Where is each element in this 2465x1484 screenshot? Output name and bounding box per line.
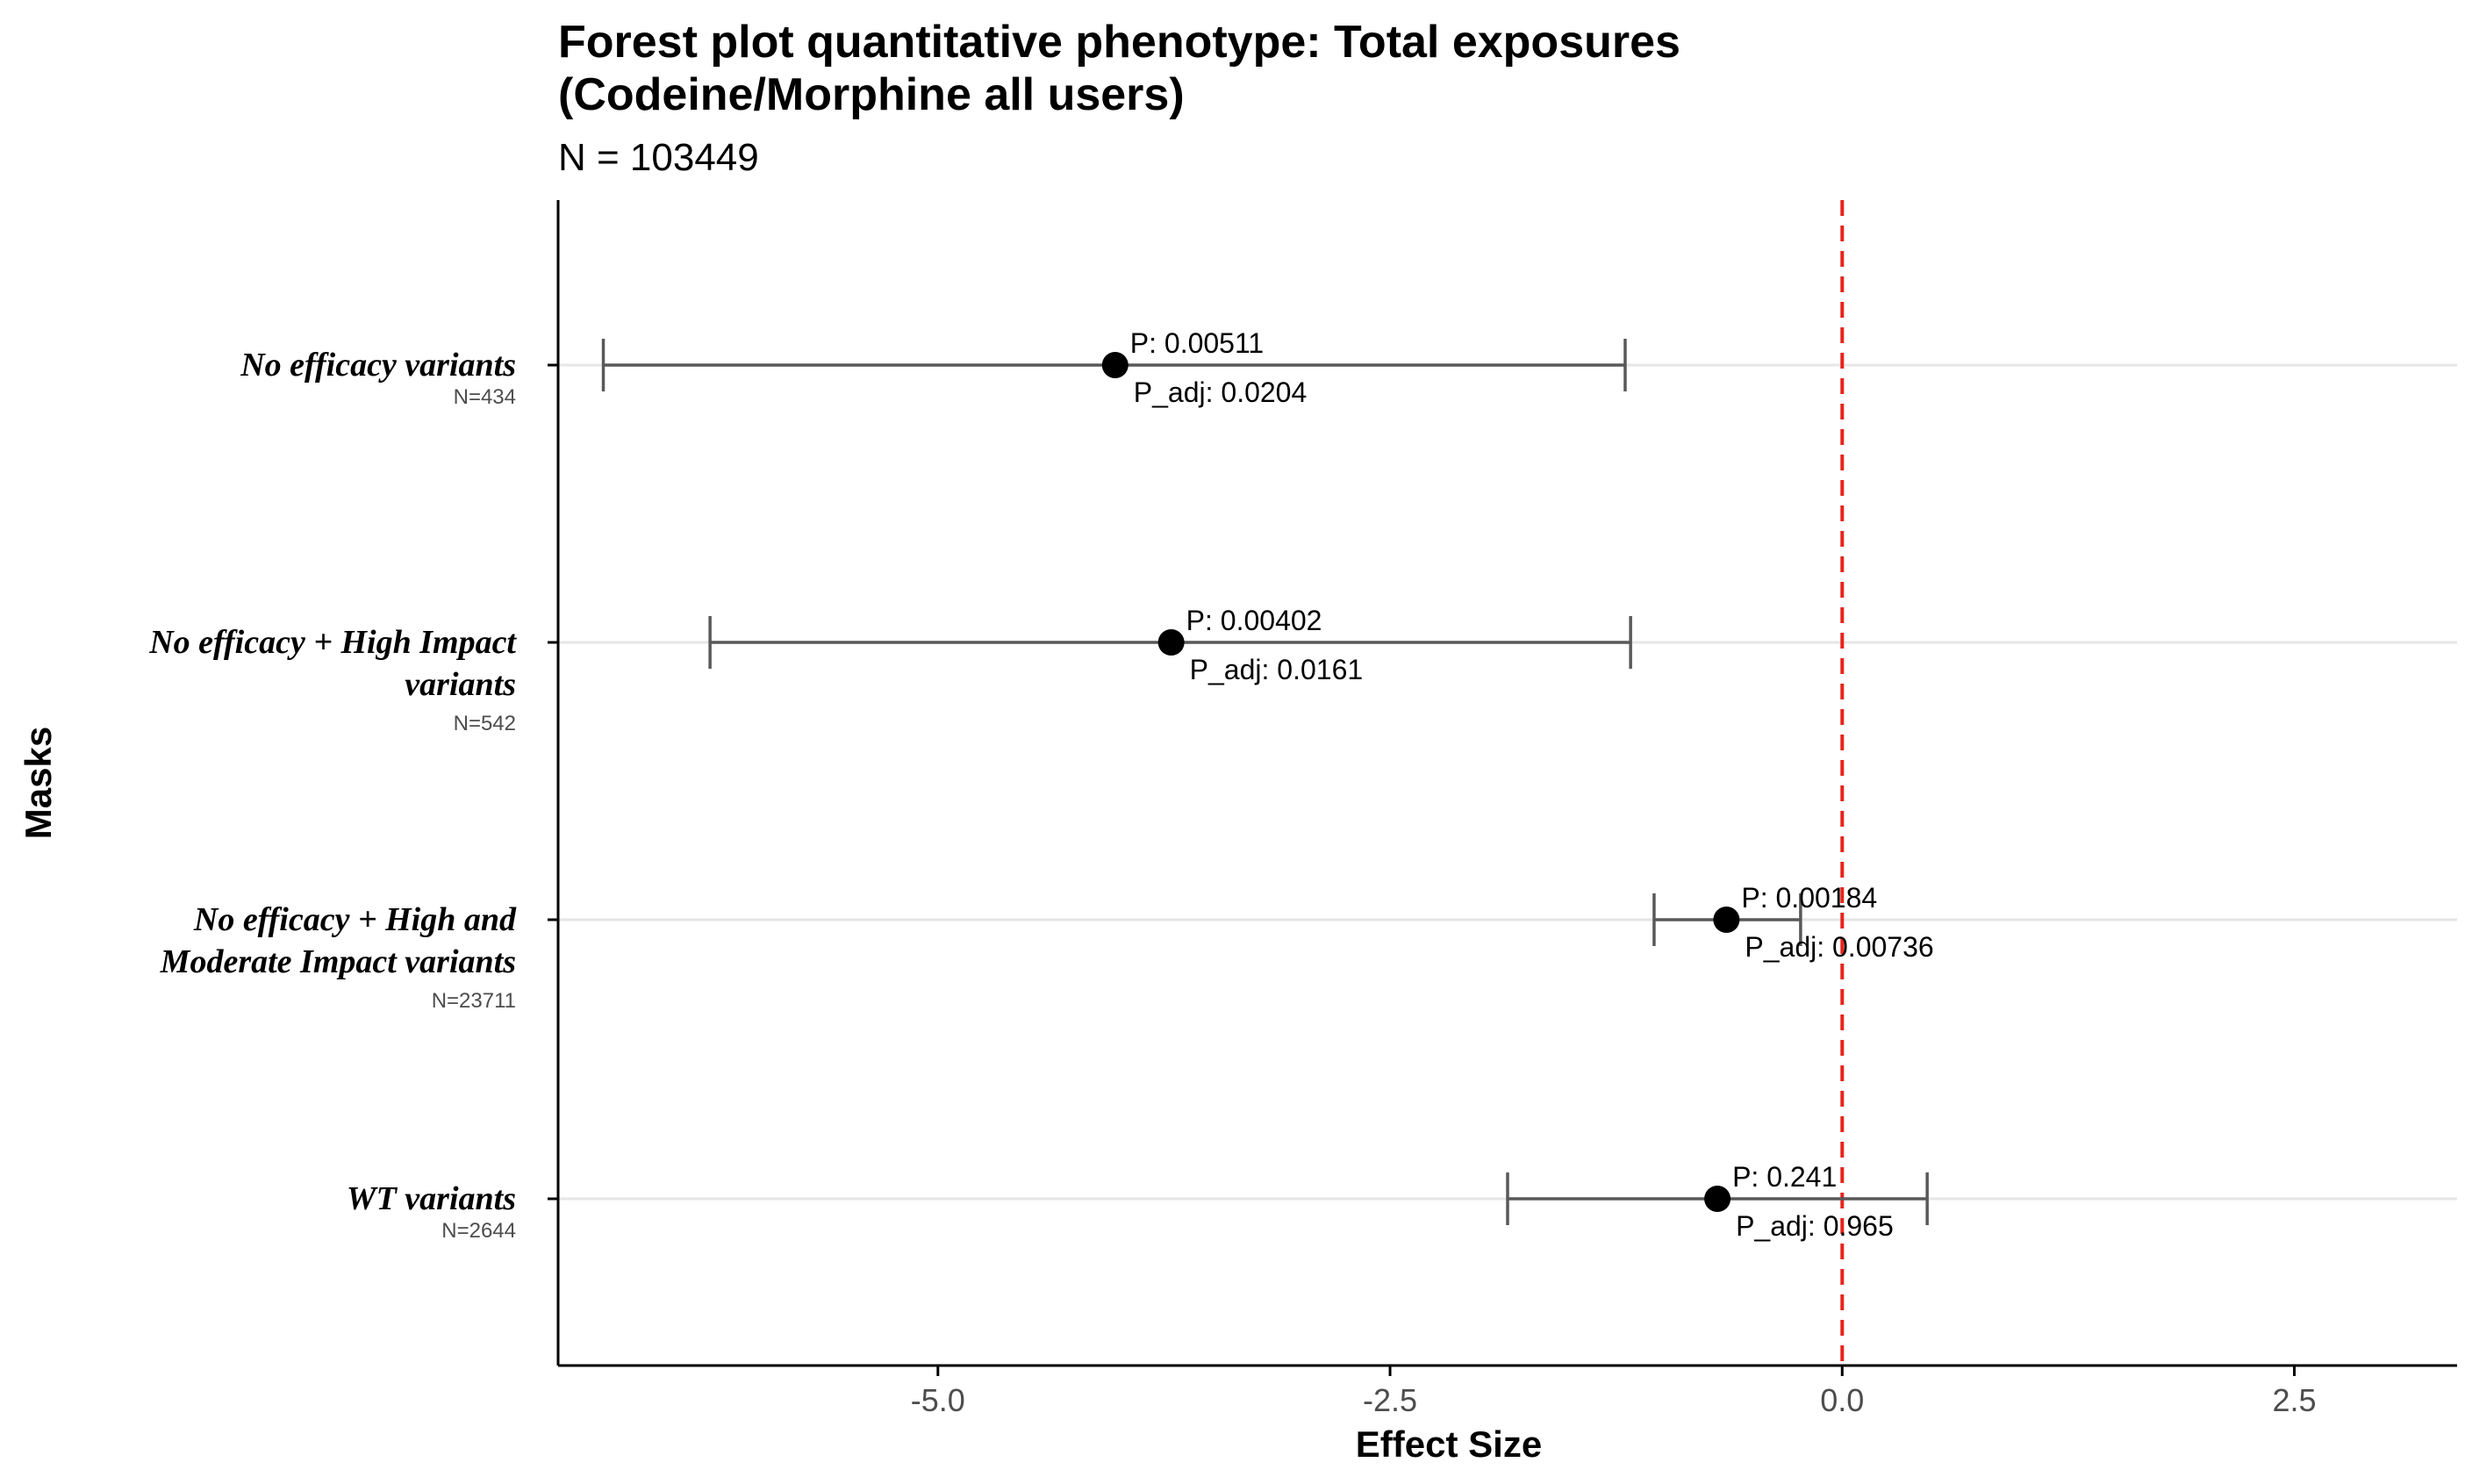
p-value-label: P: 0.00402 xyxy=(1186,605,1322,636)
x-axis-title: Effect Size xyxy=(1356,1423,1542,1465)
x-tick-label: -5.0 xyxy=(911,1382,965,1418)
effect-point xyxy=(1101,352,1129,378)
row-n-label: N=2644 xyxy=(441,1219,516,1243)
p-value-label: P: 0.00184 xyxy=(1741,882,1877,914)
p-adj-label: P_adj: 0.0204 xyxy=(1134,376,1308,408)
p-value-label: P: 0.00511 xyxy=(1130,327,1264,359)
x-tick-label: -2.5 xyxy=(1363,1382,1417,1418)
row-label: No efficacy + High and xyxy=(193,901,517,938)
p-adj-label: P_adj: 0.965 xyxy=(1736,1210,1894,1242)
chart-title-line-2: (Codeine/Morphine all users) xyxy=(558,69,1185,120)
row-label: No efficacy + High Impact xyxy=(148,624,517,661)
p-value-label: P: 0.241 xyxy=(1732,1161,1837,1193)
effect-point xyxy=(1157,629,1185,656)
chart-title: Forest plot quantitative phenotype: Tota… xyxy=(558,16,1680,121)
row-label: Moderate Impact variants xyxy=(160,943,516,980)
grid-layer xyxy=(558,363,2457,1201)
p-adj-label: P_adj: 0.00736 xyxy=(1745,931,1933,963)
chart-title-line-1: Forest plot quantitative phenotype: Tota… xyxy=(558,17,1680,68)
forest-row: No efficacy + High and Moderate Impact va… xyxy=(160,882,1934,1013)
axis-layer: Effect Size Masks -5.0 -2.5 0.0 2.5 xyxy=(18,200,2457,1465)
x-tick-label: 0.0 xyxy=(1820,1382,1864,1418)
row-n-label: N=23711 xyxy=(432,989,516,1013)
effect-point xyxy=(1704,1186,1731,1212)
x-tick-label: 2.5 xyxy=(2272,1382,2316,1418)
chart-subtitle: N = 103449 xyxy=(558,136,759,179)
p-adj-label: P_adj: 0.0161 xyxy=(1190,654,1364,685)
y-axis-title: Masks xyxy=(18,727,59,839)
row-n-label: N=542 xyxy=(454,712,516,735)
row-label: WT variants xyxy=(347,1180,516,1217)
row-label: No efficacy variants xyxy=(240,347,516,384)
row-n-label: N=434 xyxy=(454,385,516,409)
effect-point xyxy=(1713,907,1740,933)
row-label: variants xyxy=(405,666,516,703)
forest-row: No efficacy + High Impact variants N=542 P:… xyxy=(148,605,1632,735)
